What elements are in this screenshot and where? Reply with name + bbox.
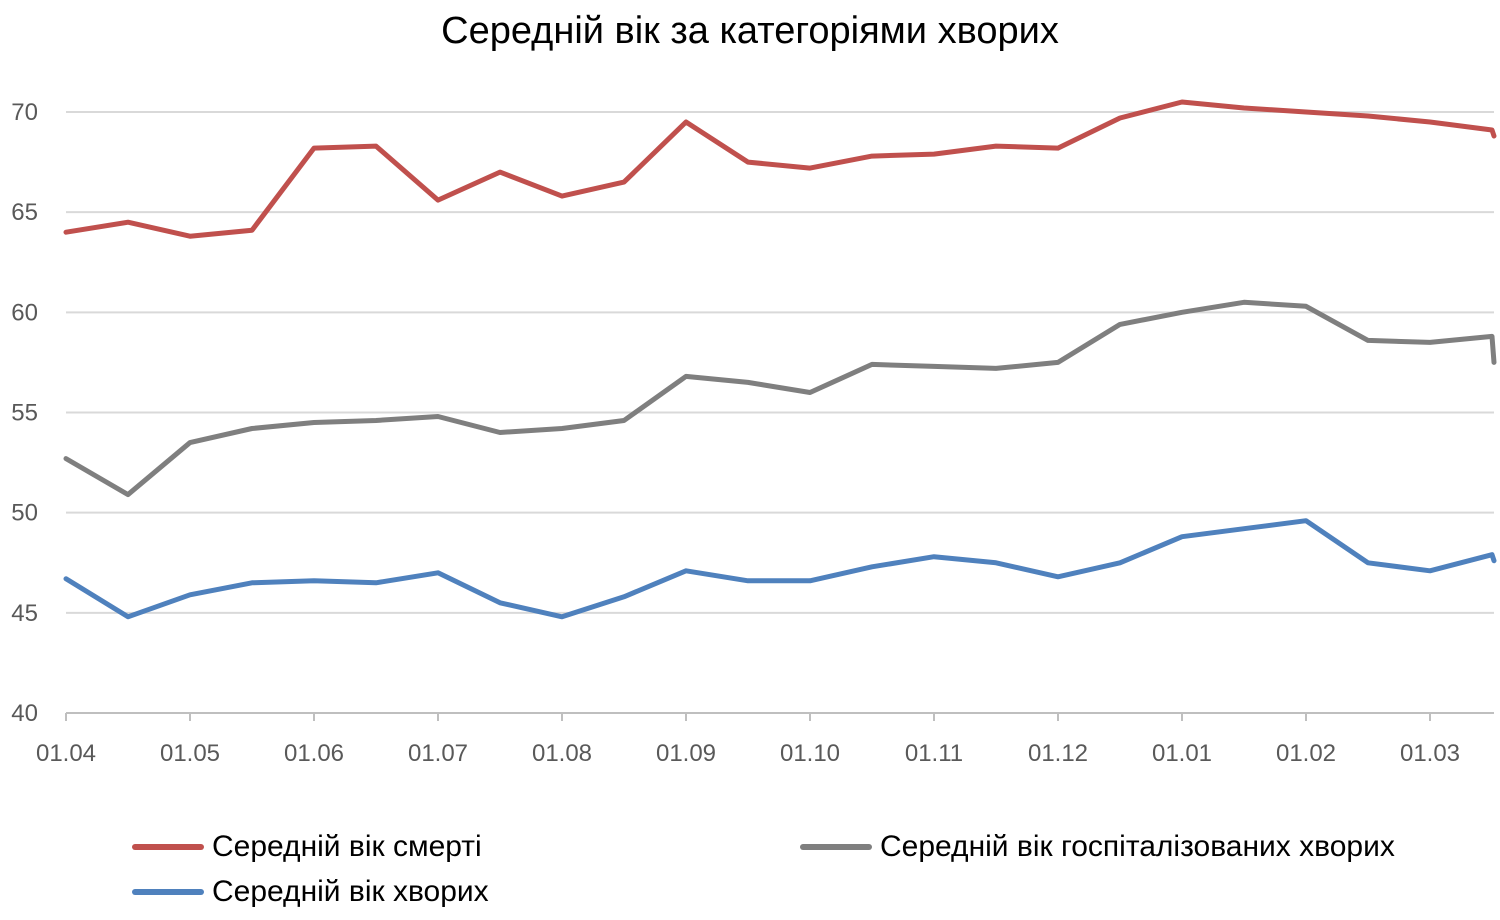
legend-item-patients: Середній вік хворих: [132, 875, 489, 909]
y-tick-label: 70: [11, 99, 38, 126]
y-tick-label: 55: [11, 400, 38, 427]
legend-label-deaths: Середній вік смерті: [212, 830, 482, 863]
series-line-1: [63, 299, 1497, 498]
legend-label-patients: Середній вік хворих: [212, 875, 489, 908]
y-tick-label: 40: [11, 700, 38, 727]
gridlines: [66, 111, 1494, 614]
series-lines: [63, 99, 1497, 620]
x-tick-label: 01.07: [408, 740, 468, 767]
x-axis-ticks: 01.04 01.05 01.06 01.07 01.08 01.09 01.10 01.11…: [36, 713, 1460, 767]
chart-title: Середній вік за категоріями хворих: [441, 10, 1059, 52]
x-tick-label: 01.10: [780, 740, 840, 767]
y-tick-label: 45: [11, 600, 38, 627]
y-tick-label: 65: [11, 199, 38, 226]
legend-label-hospitalized: Середній вік госпіталізованих хворих: [880, 830, 1395, 863]
legend-item-hospitalized: Середній вік госпіталізованих хворих: [800, 830, 1395, 864]
series-line-0: [63, 99, 1497, 239]
x-tick-label: 01.08: [532, 740, 592, 767]
legend-swatch-patients: [132, 889, 204, 895]
x-tick-label: 01.12: [1028, 740, 1088, 767]
x-tick-label: 01.01: [1152, 740, 1212, 767]
x-tick-label: 01.05: [160, 740, 220, 767]
x-tick-label: 01.06: [284, 740, 344, 767]
legend-swatch-deaths: [132, 844, 204, 850]
x-tick-label: 01.11: [905, 740, 963, 767]
x-tick-label: 01.03: [1400, 740, 1460, 767]
series-line-2: [63, 518, 1497, 620]
y-tick-label: 60: [11, 299, 38, 326]
y-tick-label: 50: [11, 500, 38, 527]
legend-item-deaths: Середній вік смерті: [132, 830, 482, 864]
x-tick-label: 01.04: [36, 740, 96, 767]
legend-swatch-hospitalized: [800, 844, 872, 850]
x-tick-label: 01.02: [1276, 740, 1336, 767]
x-tick-label: 01.09: [656, 740, 716, 767]
y-axis-ticks: 40 45 50 55 60 65 70: [11, 99, 38, 727]
